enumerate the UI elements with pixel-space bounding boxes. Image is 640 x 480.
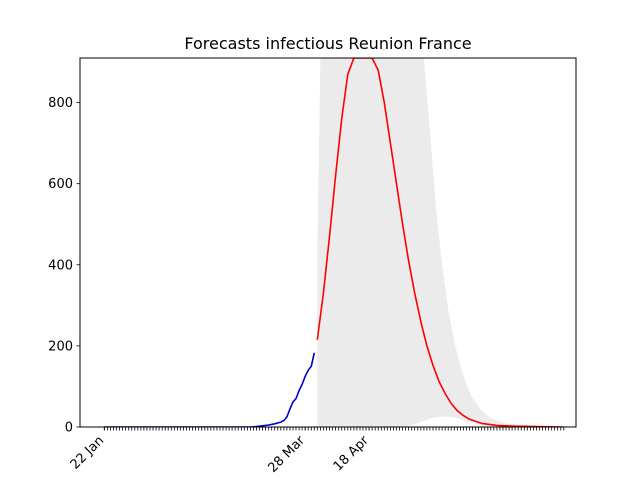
x-minor-ticks — [103, 427, 565, 431]
y-tick-label: 600 — [48, 177, 73, 192]
chart-title: Forecasts infectious Reunion France — [184, 34, 471, 53]
confidence-band — [317, 58, 564, 427]
y-tick-label: 400 — [48, 258, 73, 273]
y-tick-label: 800 — [48, 96, 73, 111]
plot-frame — [79, 57, 577, 428]
y-tick-label: 200 — [48, 339, 73, 354]
forecast-series-line — [316, 58, 564, 427]
observed-series-line — [104, 352, 316, 427]
plot-area — [104, 58, 564, 427]
y-tick-label: 0 — [65, 421, 73, 436]
